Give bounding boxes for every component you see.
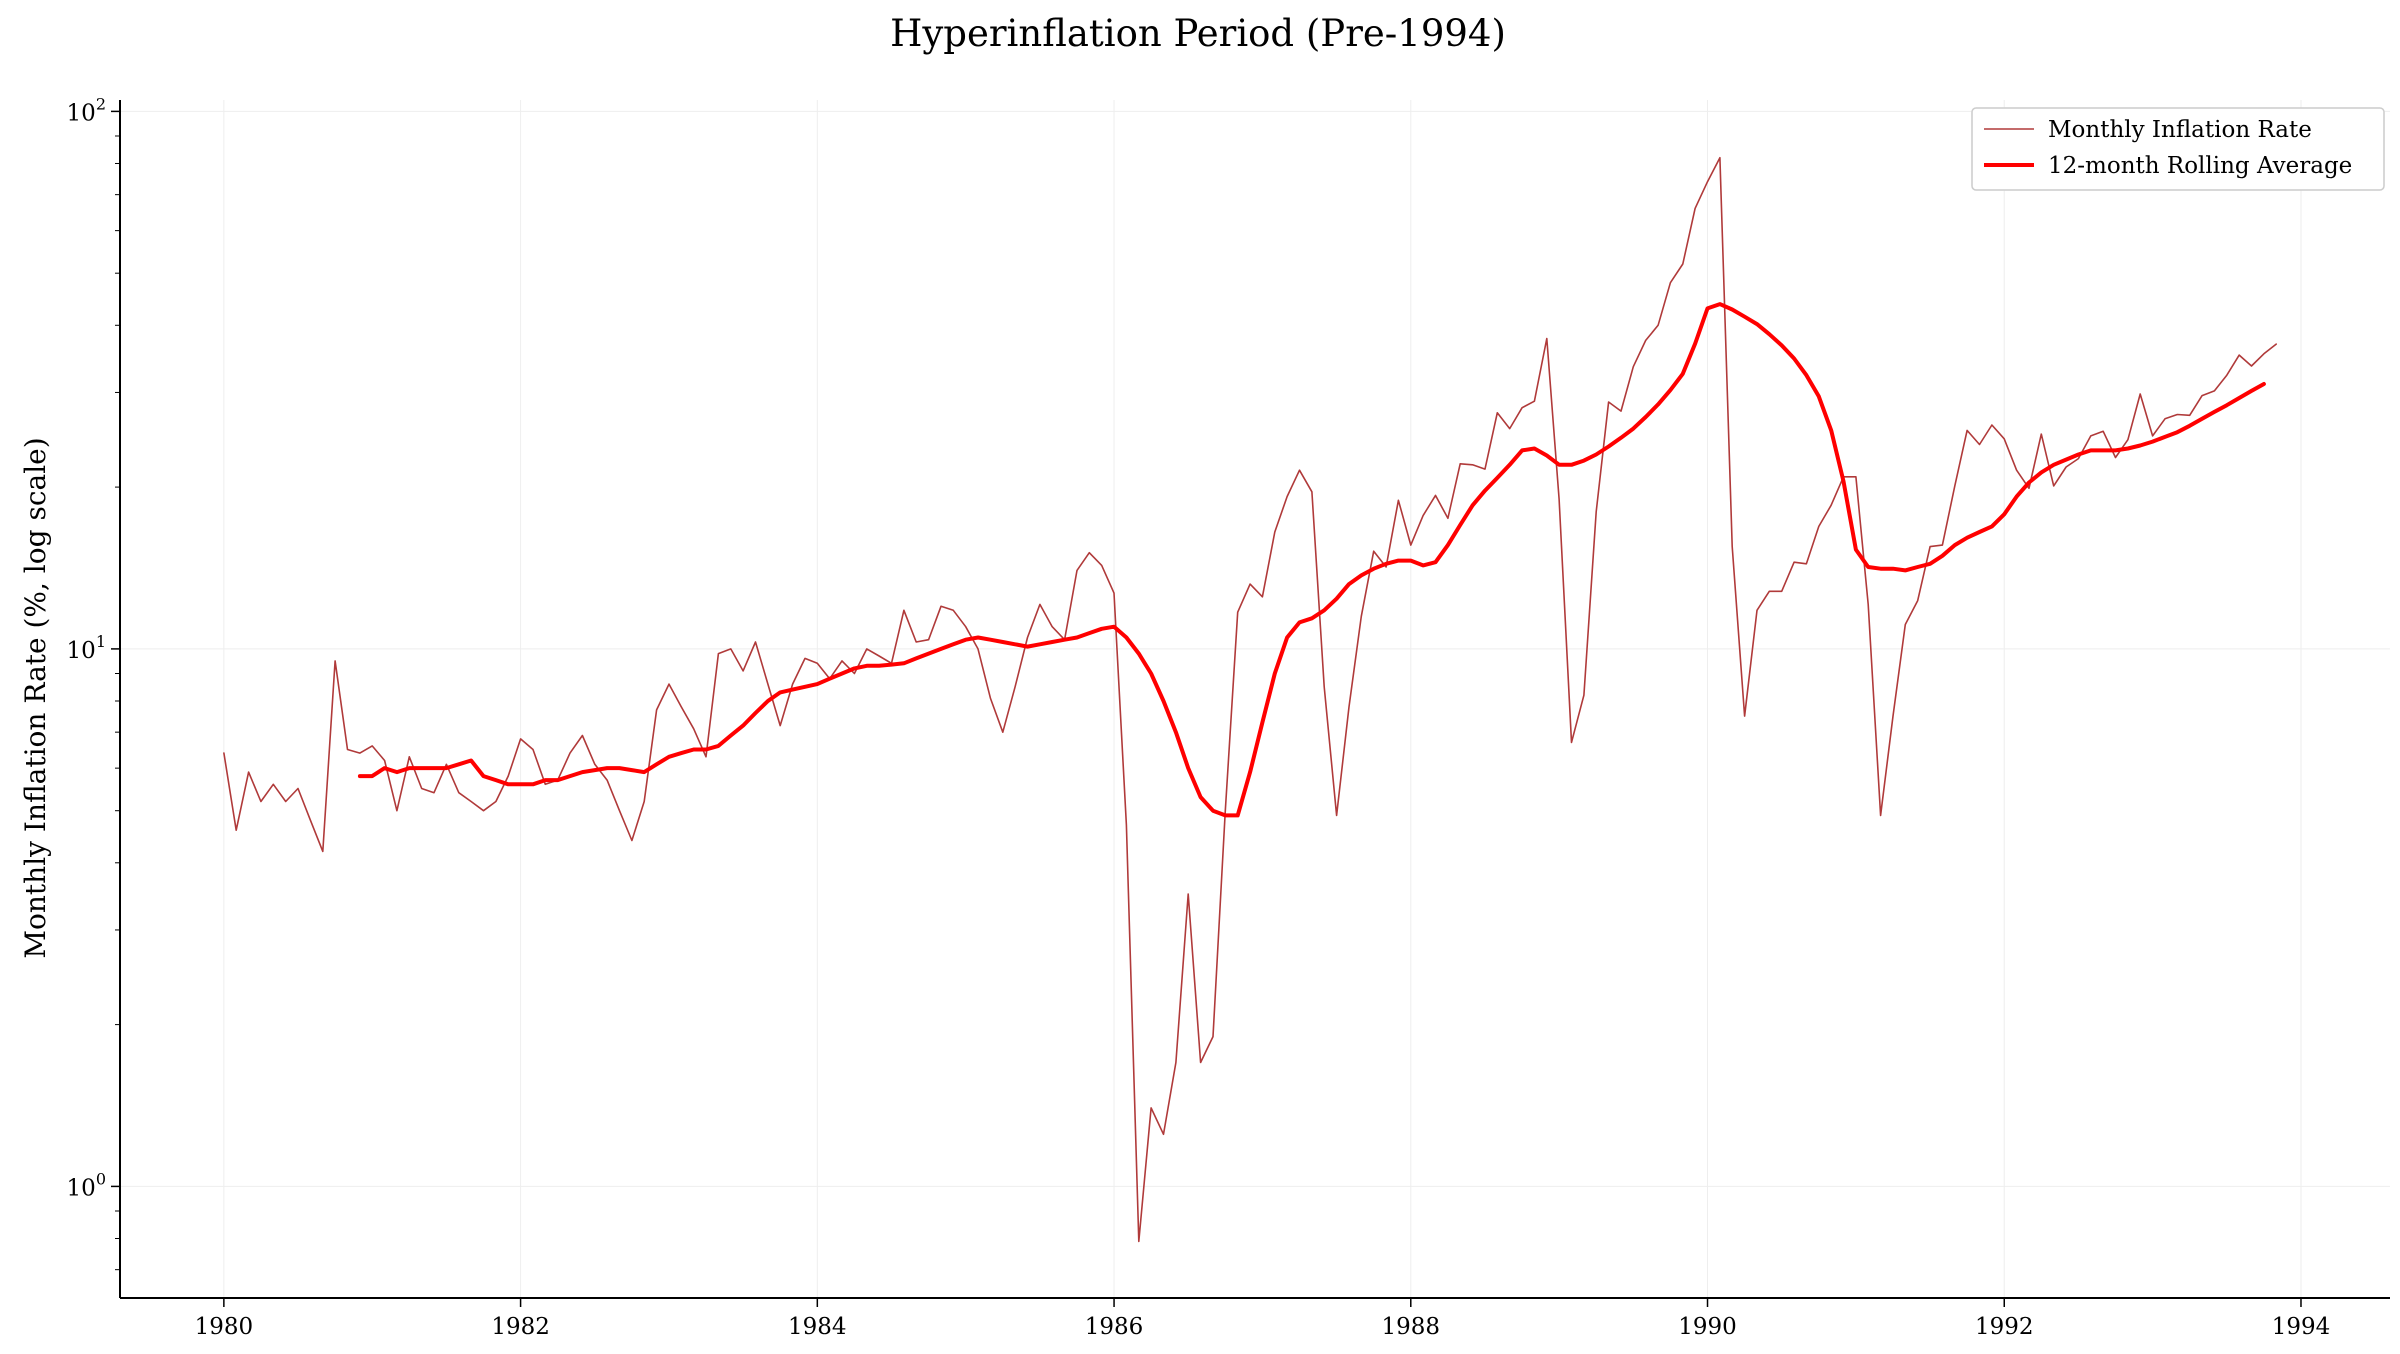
x-tick-label: 1980 bbox=[195, 1314, 254, 1340]
legend-label-monthly: Monthly Inflation Rate bbox=[2048, 117, 2312, 143]
legend-label-rolling: 12-month Rolling Average bbox=[2048, 153, 2352, 179]
series-line-rolling bbox=[357, 302, 2266, 818]
legend-frame bbox=[1971, 107, 2385, 191]
x-tick-label: 1988 bbox=[1382, 1314, 1441, 1340]
y-tick-label: 100 bbox=[67, 1169, 106, 1201]
y-axis-label: Monthly Inflation Rate (%, log scale) bbox=[19, 437, 52, 958]
grid-lines bbox=[120, 100, 2390, 1298]
x-tick-label: 1990 bbox=[1678, 1314, 1737, 1340]
x-tick-label: 1994 bbox=[2272, 1314, 2331, 1340]
y-tick-label: 101 bbox=[67, 632, 106, 664]
x-tick-label: 1992 bbox=[1975, 1314, 2034, 1340]
axes bbox=[119, 100, 2390, 1299]
x-tick-label: 1982 bbox=[491, 1314, 550, 1340]
series-line-monthly bbox=[223, 156, 2277, 1243]
y-tick-label: 102 bbox=[67, 94, 106, 126]
legend: Monthly Inflation Rate 12-month Rolling … bbox=[1971, 107, 2385, 191]
x-tick-label: 1986 bbox=[1085, 1314, 1144, 1340]
ticks: 1980 1982 1984 1986 1988 1990 1992 1994 100 101 10… bbox=[67, 94, 2331, 1340]
chart-title: Hyperinflation Period (Pre-1994) bbox=[890, 12, 1506, 55]
x-tick-label: 1984 bbox=[788, 1314, 847, 1340]
series-lines bbox=[223, 156, 2277, 1243]
